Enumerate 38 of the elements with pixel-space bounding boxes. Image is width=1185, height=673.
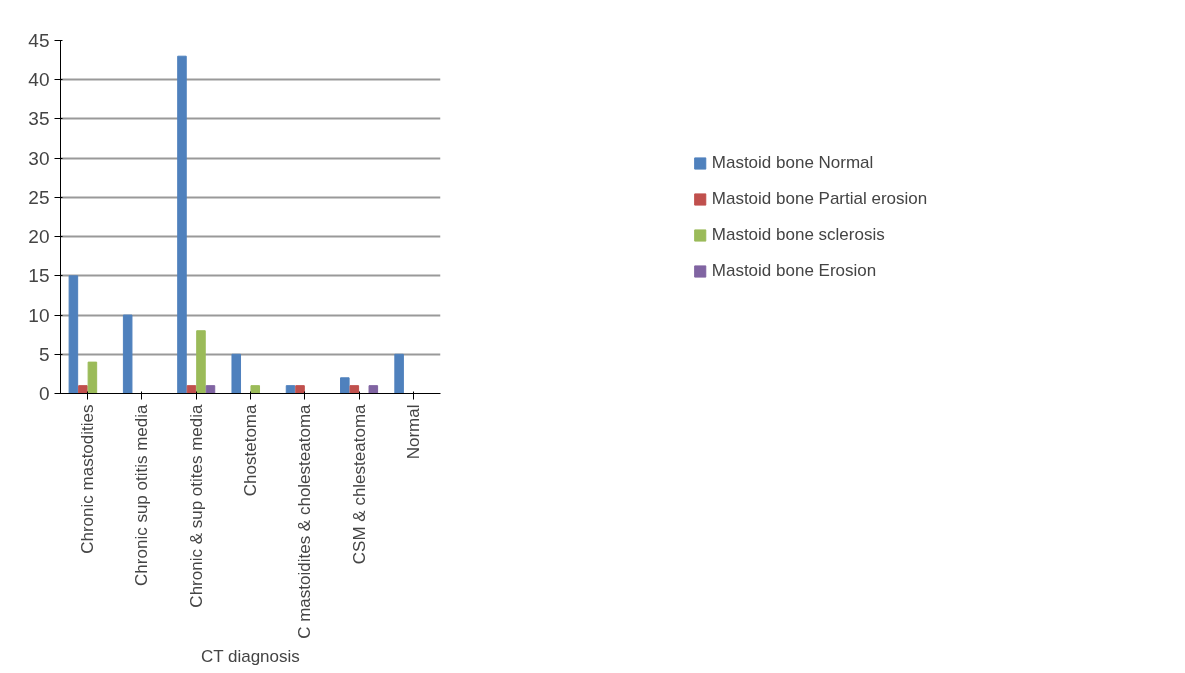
bar	[368, 385, 379, 394]
bar	[231, 353, 242, 394]
x-tick-label: Chostetoma	[241, 403, 260, 497]
legend-label: Mastoid bone sclerosis	[711, 224, 885, 245]
legend-label: Mastoid bone Erosion	[711, 260, 877, 281]
x-tick-label: CSM & chlesteatoma	[349, 403, 369, 565]
legend-label: Mastoid bone Normal	[711, 152, 874, 173]
y-tick-label: 25	[28, 186, 50, 208]
bar	[250, 385, 261, 394]
bar	[122, 314, 133, 394]
legend-label: Mastoid bone Partial erosion	[711, 188, 928, 209]
x-tick-label: C mastoidites & cholesteatoma	[295, 403, 315, 639]
y-tick-label: 15	[28, 265, 50, 287]
x-tick-label: Chronic mastodities	[78, 404, 98, 554]
y-tick-label: 45	[28, 30, 50, 51]
bar	[68, 275, 79, 394]
bar	[285, 385, 296, 394]
y-tick-label: 40	[28, 69, 50, 91]
x-tick-label: Chronic sup otitis media	[132, 403, 152, 586]
bar	[349, 385, 360, 394]
bar	[205, 385, 216, 394]
y-tick-label: 30	[28, 147, 50, 169]
bar	[78, 385, 88, 394]
y-tick-label: 20	[28, 226, 50, 248]
x-axis-title: CT diagnosis	[200, 646, 300, 666]
x-tick-label: Chronic & sup otites media	[186, 403, 206, 608]
y-tick-label: 0	[38, 383, 50, 404]
bar	[295, 385, 305, 394]
x-tick-label: Normal	[403, 404, 423, 460]
y-tick-label: 5	[38, 343, 50, 365]
y-tick-label: 10	[28, 304, 50, 326]
bar	[394, 353, 404, 394]
bar	[186, 385, 197, 394]
y-tick-label: 35	[28, 108, 50, 130]
bar	[87, 361, 98, 394]
bar	[177, 55, 187, 394]
bar	[340, 377, 350, 394]
bar	[196, 330, 206, 394]
